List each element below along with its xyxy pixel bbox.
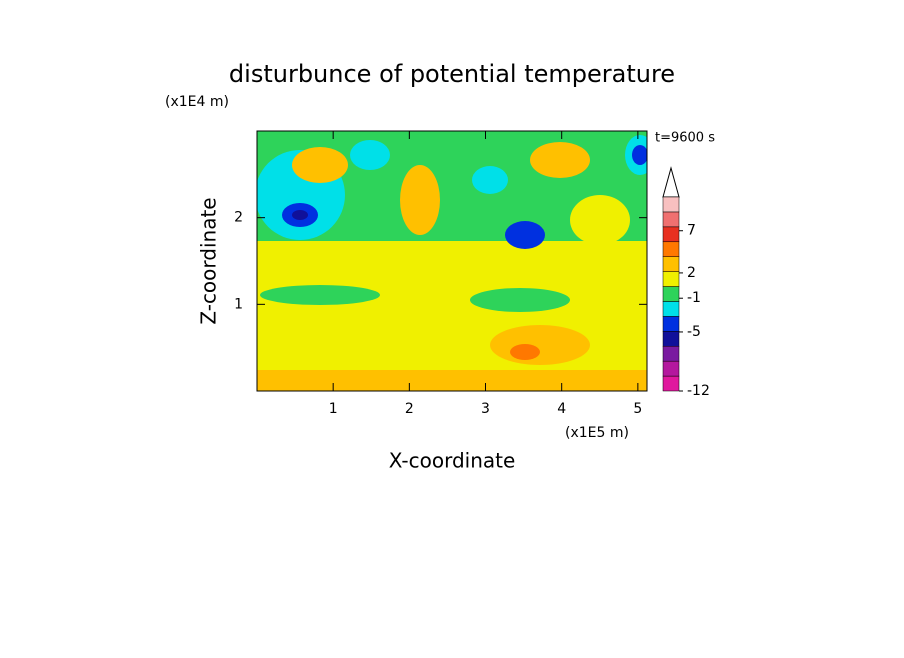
colorbar-band: [662, 301, 680, 317]
time-annotation: t=9600 s: [655, 131, 715, 146]
x-unit: (x1E5 m): [565, 425, 629, 441]
colorbar-tick-label: -5: [687, 324, 701, 340]
y-tick-label: 1: [234, 296, 243, 312]
colorbar-band: [662, 211, 680, 228]
colorbar-band: [662, 241, 680, 257]
x-tick-label: 5: [633, 401, 642, 417]
colorbar-tick-label: -1: [687, 290, 701, 306]
colorbar-band: [662, 226, 680, 243]
colorbar-arrow: [662, 166, 680, 198]
colorbar-band: [662, 360, 680, 377]
contour-field: [257, 131, 647, 391]
colorbar-band: [662, 345, 680, 362]
colorbar-band: [662, 271, 680, 287]
x-tick-label: 3: [481, 401, 490, 417]
colorbar-tick-label: -12: [687, 383, 710, 399]
chart-title: disturbunce of potential temperature: [229, 60, 675, 88]
colorbar-tick-label: 2: [687, 265, 696, 281]
x-tick-label: 1: [329, 401, 338, 417]
y-axis-label: Z-coordinate: [197, 197, 221, 324]
colorbar-band: [662, 331, 680, 347]
x-axis-label: X-coordinate: [389, 449, 516, 473]
y-tick-label: 2: [234, 210, 243, 226]
colorbar-tick-label: 7: [687, 223, 696, 239]
x-tick-label: 4: [557, 401, 566, 417]
y-unit: (x1E4 m): [165, 94, 229, 110]
colorbar-band: [662, 316, 680, 332]
colorbar-band: [662, 196, 680, 213]
colorbar-band: [662, 286, 680, 302]
plot-frame: [256, 130, 648, 392]
x-tick-label: 2: [405, 401, 414, 417]
colorbar-band: [662, 256, 680, 272]
colorbar-band: [662, 375, 680, 392]
